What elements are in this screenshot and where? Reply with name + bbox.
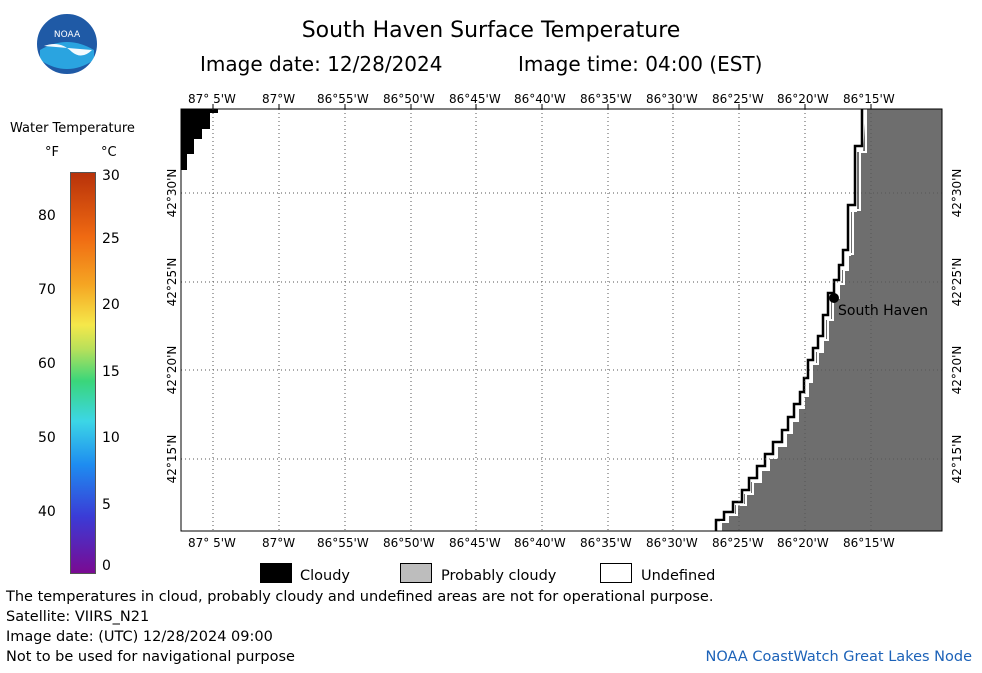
cloudy-swatch: [260, 563, 292, 583]
lon-label-top: 86°35'W: [580, 92, 632, 106]
lon-label-bottom: 86°15'W: [843, 536, 895, 550]
probably-cloudy-swatch: [400, 563, 432, 583]
lon-label-bottom: 87° 5'W: [188, 536, 236, 550]
south-haven-marker: [829, 293, 839, 303]
credit-text: NOAA CoastWatch Great Lakes Node: [705, 649, 972, 665]
utc-date-text: Image date: (UTC) 12/28/2024 09:00: [6, 629, 273, 645]
c-tick: 30: [102, 168, 120, 184]
lon-label-bottom: 86°25'W: [712, 536, 764, 550]
lon-label-top: 86°45'W: [449, 92, 501, 106]
lon-label-top: 86°25'W: [712, 92, 764, 106]
c-tick: 15: [102, 364, 120, 380]
undefined-label: Undefined: [641, 568, 716, 584]
place-label-south-haven: South Haven: [838, 303, 929, 319]
lon-label-bottom: 86°35'W: [580, 536, 632, 550]
lon-label-bottom: 86°50'W: [383, 536, 435, 550]
lon-label-bottom: 87°W: [262, 536, 296, 550]
lat-label-right: 42°30'N: [950, 168, 964, 218]
probably-cloudy-label: Probably cloudy: [441, 568, 557, 584]
cloudy-label: Cloudy: [300, 568, 350, 584]
navigation-warning: Not to be used for navigational purpose: [6, 649, 295, 665]
lon-label-bottom: 86°55'W: [317, 536, 369, 550]
lat-label-left: 42°15'N: [165, 434, 179, 484]
cloud-area: [181, 109, 218, 170]
lat-label-left: 42°30'N: [165, 168, 179, 218]
f-tick: 40: [38, 504, 56, 520]
c-tick: 5: [102, 497, 111, 513]
lat-label-left: 42°25'N: [165, 257, 179, 307]
disclaimer-text: The temperatures in cloud, probably clou…: [6, 589, 714, 605]
map-title: South Haven Surface Temperature: [301, 18, 681, 43]
lat-label-right: 42°20'N: [950, 345, 964, 395]
lon-label-top: 86°20'W: [777, 92, 829, 106]
lon-label-top: 86°50'W: [383, 92, 435, 106]
colorbar-title: Water Temperature: [10, 121, 135, 136]
lon-label-bottom: 86°45'W: [449, 536, 501, 550]
satellite-text: Satellite: VIIRS_N21: [6, 609, 150, 625]
c-tick: 10: [102, 430, 120, 446]
unit-celsius: °C: [101, 145, 117, 160]
lon-label-top: 87°W: [262, 92, 296, 106]
f-tick: 50: [38, 430, 56, 446]
colorbar: [70, 172, 96, 574]
c-tick: 25: [102, 231, 120, 247]
lon-label-bottom: 86°40'W: [514, 536, 566, 550]
lon-label-top: 86°30'W: [646, 92, 698, 106]
lon-label-bottom: 86°20'W: [777, 536, 829, 550]
undefined-swatch: [600, 563, 632, 583]
c-tick: 20: [102, 297, 120, 313]
image-date: Image date: 12/28/2024: [200, 52, 443, 76]
lon-label-bottom: 86°30'W: [646, 536, 698, 550]
image-time: Image time: 04:00 (EST): [518, 52, 763, 76]
f-tick: 80: [38, 208, 56, 224]
lon-label-top: 86°55'W: [317, 92, 369, 106]
f-tick: 70: [38, 282, 56, 298]
lon-label-top: 86°40'W: [514, 92, 566, 106]
lon-label-top: 86°15'W: [843, 92, 895, 106]
lon-label-top: 87° 5'W: [188, 92, 236, 106]
lat-label-right: 42°25'N: [950, 257, 964, 307]
unit-fahrenheit: °F: [45, 145, 59, 160]
c-tick: 0: [102, 558, 111, 574]
lat-label-right: 42°15'N: [950, 434, 964, 484]
lat-label-left: 42°20'N: [165, 345, 179, 395]
f-tick: 60: [38, 356, 56, 372]
